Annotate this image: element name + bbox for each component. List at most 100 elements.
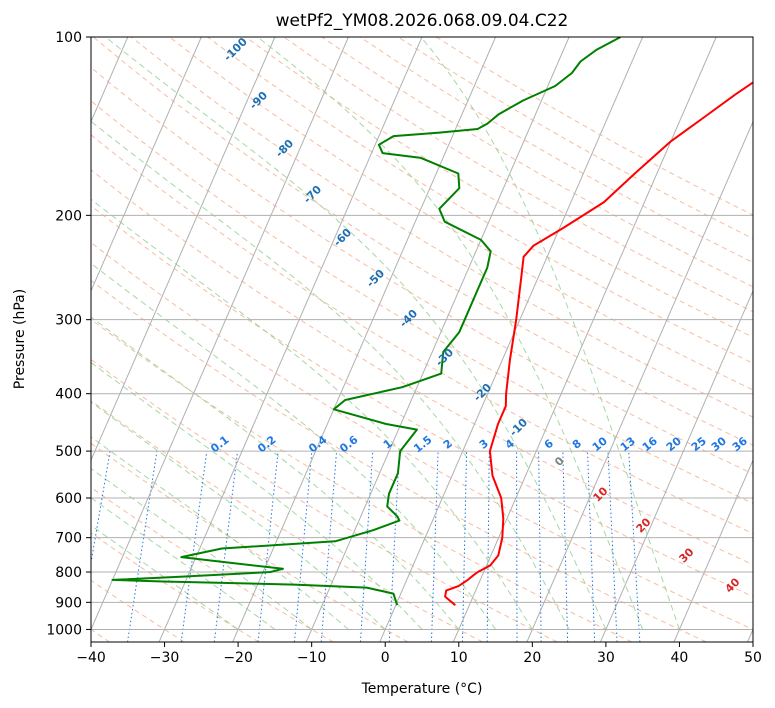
x-tick-label: −20 [223, 650, 253, 666]
mixing-ratio-line [486, 451, 490, 642]
dry-adiabat-line [91, 100, 753, 504]
y-tick-label: 300 [55, 313, 82, 329]
mixing-ratio-line [91, 451, 111, 566]
y-tick-label: 100 [55, 30, 82, 46]
mixing-ratio-line [359, 451, 374, 642]
moist-adiabat-line [91, 401, 386, 630]
y-tick-label: 200 [55, 208, 82, 224]
x-tick-label: 30 [597, 650, 615, 666]
dry-adiabat-line [91, 134, 753, 535]
series-group [111, 37, 753, 606]
dry-adiabat-line [91, 442, 409, 642]
dry-adiabat-line [91, 532, 260, 642]
x-axis-label: Temperature (°C) [361, 681, 483, 697]
y-tick-label: 700 [55, 531, 82, 547]
isotherm-line [379, 37, 644, 642]
temperature-line [444, 81, 753, 606]
isotherm-line [91, 37, 202, 293]
dry-adiabat-label: 20 [634, 515, 654, 535]
mixing-ratio-label: 8 [570, 437, 584, 452]
x-tick-label: −40 [76, 650, 106, 666]
mixing-ratio-line [628, 451, 641, 642]
mixing-ratio-label: 6 [542, 437, 556, 452]
y-tick-label: 1000 [46, 622, 82, 638]
mixing-ratio-label: 0.4 [306, 433, 330, 455]
x-tick-label: 10 [450, 650, 468, 666]
moist-adiabat-line [91, 262, 496, 630]
isotherm-line [232, 37, 497, 642]
y-axis-label: Pressure (hPa) [12, 289, 28, 389]
x-tick-label: −30 [150, 650, 180, 666]
dry-adiabat-line [359, 37, 753, 264]
dry-adiabat-line [245, 37, 753, 338]
x-axis-ticks: −40 −30 −20 −10 0 10 20 30 40 50 [76, 642, 762, 666]
dry-adiabat-line [321, 37, 753, 288]
isotherm-line [747, 628, 753, 642]
dry-adiabat-line [91, 205, 753, 598]
dry-adiabat-line [91, 579, 185, 642]
moist-adiabat-line [91, 361, 423, 630]
dry-adiabat-line [91, 279, 707, 642]
mixing-ratio-label: 0.6 [337, 433, 361, 455]
dry-adiabat-line [92, 37, 753, 446]
mixing-ratio-label: 1 [381, 437, 395, 452]
y-axis-ticks: 100 200 300 400 500 600 700 800 900 1000 [46, 30, 91, 638]
x-tick-label: 20 [523, 650, 541, 666]
dry-adiabat-label: -80 [273, 137, 296, 160]
moist-adiabat-line [91, 524, 239, 630]
mixing-ratio-line [127, 451, 158, 642]
dry-adiabat-line [91, 400, 483, 642]
isotherm-line [452, 37, 717, 642]
moist-adiabat-line [420, 37, 680, 630]
x-tick-label: 40 [671, 650, 689, 666]
moist-adiabat-line [91, 120, 570, 630]
moist-adiabat-line [91, 198, 533, 630]
grid-lines [91, 37, 753, 642]
mixing-ratio-line [430, 451, 439, 642]
y-tick-label: 400 [55, 387, 82, 403]
dry-adiabat-label: -30 [433, 346, 456, 369]
y-tick-label: 800 [55, 565, 82, 581]
x-tick-label: 50 [744, 650, 762, 666]
dry-adiabat-line [91, 66, 753, 475]
dry-adiabat-label: -10 [507, 416, 530, 439]
moist-adiabat-line [257, 37, 644, 630]
moist-adiabat-line [105, 37, 607, 630]
dry-adiabat-label: -50 [364, 267, 387, 290]
dewpoint-line [111, 37, 622, 606]
dry-adiabat-line [91, 241, 753, 630]
y-tick-label: 500 [55, 444, 82, 460]
dry-adiabat-label: 40 [723, 575, 743, 595]
x-tick-label: −10 [297, 650, 327, 666]
dry-adiabat-label: -70 [301, 183, 324, 206]
dry-adiabat-label: 0 [552, 454, 567, 469]
mixing-ratio-line [587, 451, 596, 642]
mixing-ratio-label: 1.5 [411, 433, 434, 455]
mixing-ratio-label: 0.1 [208, 433, 231, 455]
chart-title: wetPf2_YM08.2026.068.09.04.C22 [276, 11, 569, 31]
isotherm-line [91, 37, 276, 462]
background-lines [91, 37, 753, 642]
moist-adiabat-line [91, 316, 460, 630]
x-tick-label: 0 [381, 650, 390, 666]
isotherm-line [599, 289, 753, 642]
plot-frame [90, 36, 754, 643]
isotherm-line [526, 120, 753, 642]
dry-adiabat-line [91, 358, 558, 642]
isotherm-line [673, 458, 753, 642]
mixing-ratio-line [180, 451, 208, 642]
moist-adiabat-line [91, 436, 349, 630]
isotherm-line [91, 37, 349, 631]
isotherm-line [158, 37, 423, 642]
dry-adiabat-line [91, 318, 632, 642]
moist-adiabat-line [91, 497, 276, 630]
dry-adiabat-line [91, 486, 334, 642]
isotherm-line [305, 37, 570, 642]
dry-adiabat-label: -100 [221, 35, 250, 64]
y-tick-label: 600 [55, 491, 82, 507]
mixing-ratio-line [213, 451, 239, 642]
dry-adiabat-label: -40 [397, 307, 420, 330]
mixing-ratio-label: 3 [477, 437, 491, 452]
y-tick-label: 900 [55, 595, 82, 611]
